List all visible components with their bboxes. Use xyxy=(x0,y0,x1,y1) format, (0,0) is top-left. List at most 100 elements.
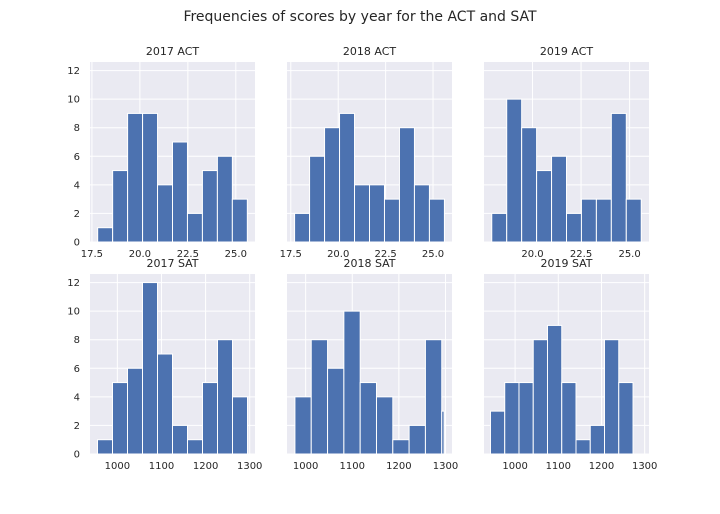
histogram-bar xyxy=(375,396,394,455)
histogram-bar xyxy=(518,382,534,455)
x-tick-label: 1300 xyxy=(237,461,262,472)
histogram-bar xyxy=(327,367,345,455)
histogram-bar xyxy=(546,324,563,455)
histogram-bar xyxy=(566,212,582,243)
x-tick-label: 20.0 xyxy=(327,249,349,260)
histogram-bar xyxy=(157,184,173,243)
histogram-bar xyxy=(97,439,113,455)
histogram-bar xyxy=(580,198,597,243)
histogram-bar xyxy=(561,382,577,455)
histogram-panel-3: 20.0 22.5 25.0 2019 ACT xyxy=(484,45,649,260)
x-tick-label: 1200 xyxy=(193,461,218,472)
x-tick-label: 1000 xyxy=(105,461,130,472)
panel-title: 2018 SAT xyxy=(343,257,395,270)
y-tick-label: 10 xyxy=(67,307,80,318)
y-tick-label: 0 xyxy=(74,238,80,249)
histogram-bar xyxy=(604,339,620,455)
x-tick-label: 17.5 xyxy=(280,249,302,260)
histogram-bar xyxy=(521,127,538,243)
histogram-bar xyxy=(428,198,445,243)
x-tick-label: 1100 xyxy=(149,461,174,472)
y-tick-label: 2 xyxy=(74,209,80,220)
y-tick-label: 10 xyxy=(67,95,80,106)
histogram-bar xyxy=(339,112,356,243)
y-tick-label: 8 xyxy=(74,335,80,346)
histogram-bar xyxy=(575,439,591,455)
x-tick-label: 20.0 xyxy=(521,249,543,260)
histogram-bar xyxy=(157,353,173,455)
y-tick-label: 12 xyxy=(67,66,80,77)
x-tick-label: 20.0 xyxy=(129,249,151,260)
histogram-bar xyxy=(310,339,329,455)
histogram-bar xyxy=(309,155,326,243)
panel-title: 2019 SAT xyxy=(540,257,592,270)
histogram-bar xyxy=(413,184,430,243)
histogram-bar xyxy=(187,439,203,455)
histogram-bar xyxy=(201,170,218,243)
histogram-bar xyxy=(489,410,506,455)
y-tick-label: 12 xyxy=(67,278,80,289)
histogram-panel-2: 17.5 20.0 22.5 25.0 2018 ACT xyxy=(280,45,452,260)
histogram-bar xyxy=(383,198,400,243)
histogram-bar xyxy=(142,112,159,243)
histogram-bar xyxy=(294,212,311,243)
histogram-bar xyxy=(354,184,371,243)
histogram-bar xyxy=(172,141,188,243)
y-tick-label: 8 xyxy=(74,123,80,134)
histogram-panel-4: 0 2 4 6 8 10 12 1000 1100 1200 1300 2017 SAT xyxy=(67,257,262,472)
histogram-bar xyxy=(186,212,203,243)
x-tick-label: 1200 xyxy=(589,461,614,472)
histogram-bar xyxy=(408,424,426,455)
panel-title: 2017 SAT xyxy=(146,257,198,270)
x-tick-label: 22.5 xyxy=(570,249,592,260)
histogram-bar xyxy=(618,382,634,455)
histogram-bar xyxy=(392,439,410,455)
histogram-bar xyxy=(232,396,248,455)
x-tick-label: 1100 xyxy=(340,461,365,472)
histogram-bar xyxy=(127,112,144,243)
histogram-bar xyxy=(506,98,523,243)
histogram-bar xyxy=(359,382,377,455)
histogram-bar xyxy=(398,127,415,243)
panel-title: 2019 ACT xyxy=(540,45,594,58)
x-tick-label: 1200 xyxy=(386,461,411,472)
x-tick-label: 1100 xyxy=(546,461,571,472)
histogram-bar xyxy=(294,396,312,455)
x-tick-label: 17.5 xyxy=(81,249,103,260)
x-tick-label: 25.0 xyxy=(422,249,444,260)
y-tick-label: 4 xyxy=(74,392,80,403)
histogram-bar xyxy=(216,155,233,243)
x-tick-label: 1000 xyxy=(293,461,318,472)
x-tick-label: 1000 xyxy=(502,461,527,472)
histogram-bar xyxy=(97,227,114,243)
y-tick-label: 0 xyxy=(74,450,80,461)
histogram-bar xyxy=(127,367,143,455)
histogram-bar xyxy=(324,127,341,243)
y-tick-label: 6 xyxy=(74,152,80,163)
histogram-bar xyxy=(142,282,158,455)
x-tick-label: 25.0 xyxy=(225,249,247,260)
histogram-panel-6: 1000 1100 1200 1300 2019 SAT xyxy=(484,257,657,472)
histogram-panel-1: 0 2 4 6 8 10 12 17.5 20.0 22.5 25.0 2017 ACT xyxy=(67,45,255,260)
histogram-bar xyxy=(610,112,627,243)
histogram-bar xyxy=(172,424,188,455)
histogram-bar xyxy=(369,184,385,243)
histogram-bar xyxy=(217,339,233,455)
histogram-bar xyxy=(424,339,443,455)
histogram-bar xyxy=(112,382,128,455)
histogram-bar xyxy=(532,339,548,455)
histogram-bar xyxy=(551,155,567,243)
y-tick-label: 6 xyxy=(74,364,80,375)
histogram-bar xyxy=(625,198,642,243)
histogram-panel-5: 1000 1100 1200 1300 2018 SAT xyxy=(287,257,458,472)
y-tick-label: 4 xyxy=(74,180,80,191)
x-tick-label: 1300 xyxy=(632,461,657,472)
x-tick-label: 1300 xyxy=(433,461,458,472)
histogram-bar xyxy=(343,310,361,455)
figure-title: Frequencies of scores by year for the AC… xyxy=(183,9,537,25)
x-tick-label: 22.5 xyxy=(177,249,199,260)
histogram-bar xyxy=(441,410,445,455)
x-tick-label: 22.5 xyxy=(374,249,396,260)
histogram-bar xyxy=(595,198,612,243)
